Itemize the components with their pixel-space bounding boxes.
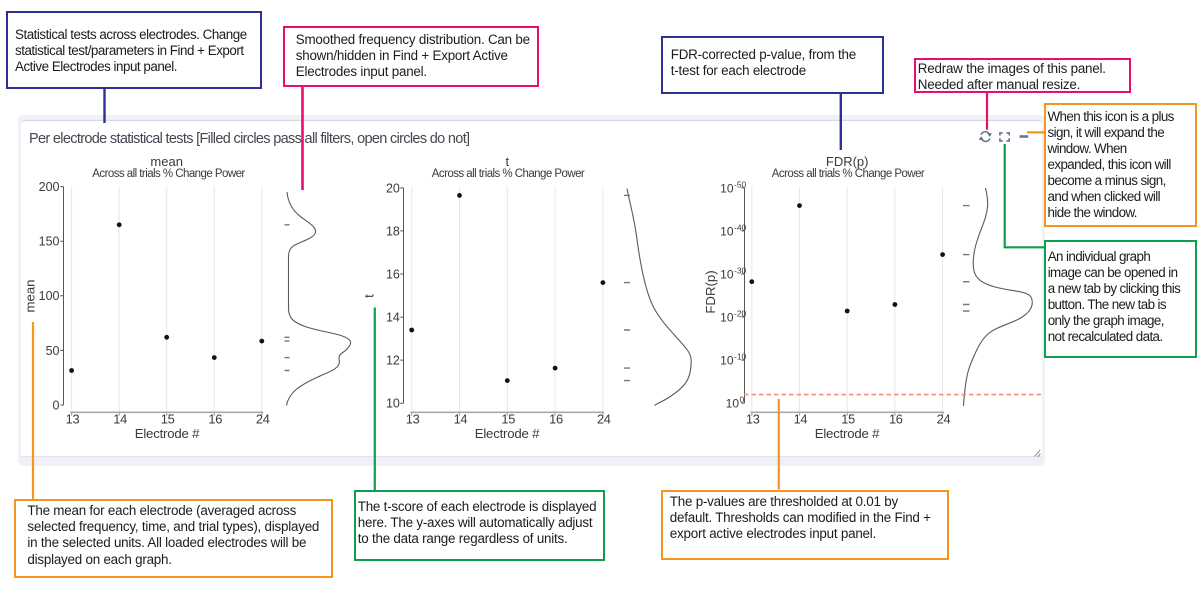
- svg-text:14: 14: [454, 411, 468, 426]
- svg-text:t: t: [505, 154, 509, 169]
- svg-text:10: 10: [386, 397, 400, 411]
- svg-text:24: 24: [256, 411, 270, 426]
- svg-text:0: 0: [53, 398, 60, 412]
- svg-text:18: 18: [386, 224, 400, 238]
- svg-text:Across all trials % Change Pow: Across all trials % Change Power: [432, 168, 585, 180]
- svg-text:100: 100: [39, 289, 60, 303]
- svg-text:24: 24: [597, 411, 611, 426]
- svg-text:FDR(p): FDR(p): [703, 270, 718, 313]
- svg-text:12: 12: [386, 354, 400, 368]
- svg-text:16: 16: [208, 411, 222, 426]
- svg-text:15: 15: [161, 411, 175, 426]
- svg-text:Electrode #: Electrode #: [475, 426, 540, 441]
- svg-text:15: 15: [841, 411, 855, 426]
- svg-text:50: 50: [46, 344, 60, 358]
- svg-text:-40: -40: [734, 222, 747, 232]
- svg-text:24: 24: [937, 411, 951, 426]
- svg-text:t: t: [362, 294, 377, 298]
- svg-text:Electrode #: Electrode #: [135, 426, 200, 441]
- svg-text:Electrode #: Electrode #: [815, 426, 880, 441]
- svg-text:14: 14: [386, 311, 400, 325]
- svg-text:mean: mean: [22, 280, 37, 313]
- svg-text:10: 10: [720, 354, 734, 368]
- svg-text:FDR(p): FDR(p): [826, 154, 869, 169]
- svg-text:-10: -10: [734, 352, 747, 362]
- svg-text:200: 200: [39, 180, 60, 194]
- svg-text:0: 0: [740, 395, 745, 405]
- svg-text:16: 16: [549, 411, 563, 426]
- svg-text:20: 20: [386, 181, 400, 195]
- svg-text:14: 14: [794, 411, 808, 426]
- svg-text:13: 13: [406, 411, 420, 426]
- svg-text:10: 10: [720, 310, 734, 324]
- svg-text:13: 13: [66, 411, 80, 426]
- svg-text:15: 15: [501, 411, 515, 426]
- svg-text:10: 10: [720, 224, 734, 238]
- svg-text:150: 150: [39, 235, 60, 249]
- svg-text:-30: -30: [734, 265, 747, 275]
- svg-text:10: 10: [726, 397, 740, 411]
- svg-text:mean: mean: [150, 154, 183, 169]
- svg-text:Across all trials % Change Pow: Across all trials % Change Power: [772, 168, 925, 180]
- svg-text:16: 16: [889, 411, 903, 426]
- svg-text:-50: -50: [734, 179, 747, 189]
- svg-text:Across all trials % Change Pow: Across all trials % Change Power: [92, 168, 245, 180]
- svg-text:10: 10: [720, 181, 734, 195]
- svg-text:10: 10: [720, 267, 734, 281]
- svg-text:13: 13: [746, 411, 760, 426]
- svg-text:16: 16: [386, 267, 400, 281]
- svg-text:14: 14: [113, 411, 127, 426]
- svg-text:-20: -20: [734, 308, 747, 318]
